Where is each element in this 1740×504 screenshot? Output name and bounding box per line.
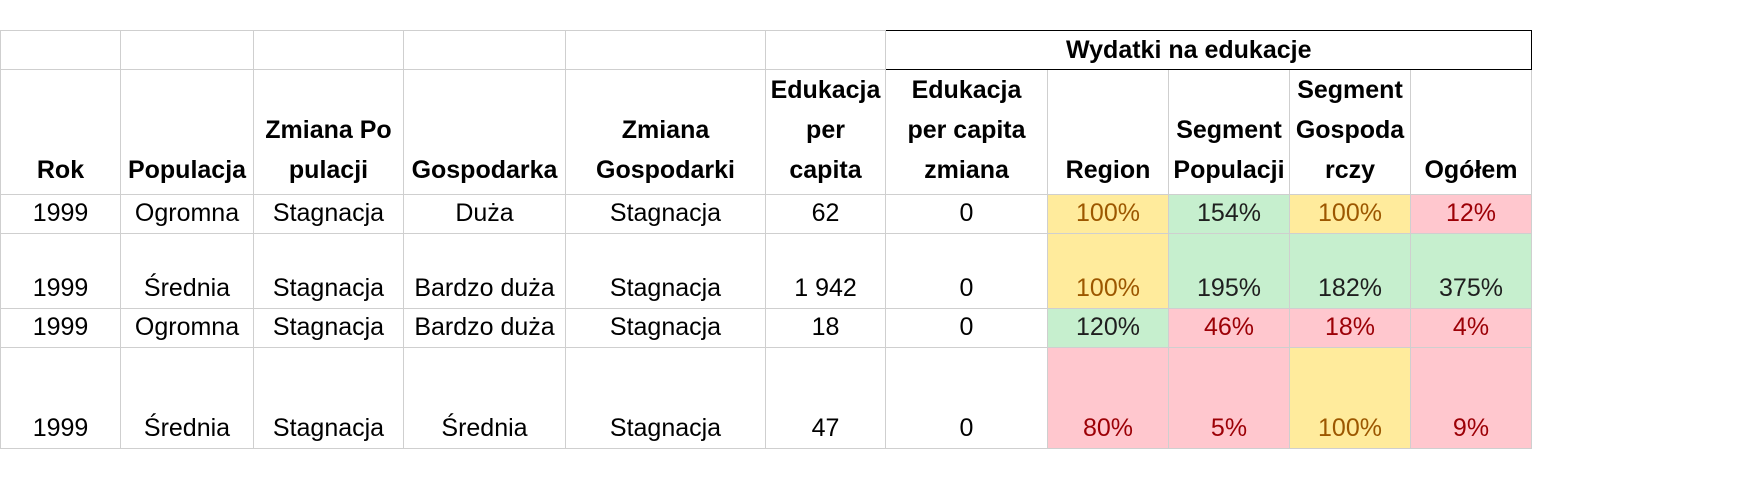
header-segment-gospodarczy[interactable]: Segment Gospodarczy xyxy=(1289,69,1411,195)
table-row: 1999 Ogromna Stagnacja Bardzo duża Stagn… xyxy=(0,308,1532,348)
empty-cell[interactable] xyxy=(403,30,566,70)
cell-segment-populacji[interactable]: 5% xyxy=(1168,347,1290,449)
header-populacja[interactable]: Populacja xyxy=(120,69,254,195)
cell-segment-populacji[interactable]: 154% xyxy=(1168,194,1290,234)
cell-zmiana-gospodarki[interactable]: Stagnacja xyxy=(565,347,766,449)
cell-ogolem[interactable]: 12% xyxy=(1410,194,1532,234)
cell-ogolem[interactable]: 4% xyxy=(1410,308,1532,348)
cell-rok[interactable]: 1999 xyxy=(0,347,121,449)
empty-cell[interactable] xyxy=(120,30,254,70)
cell-segment-populacji[interactable]: 46% xyxy=(1168,308,1290,348)
header-rok[interactable]: Rok xyxy=(0,69,121,195)
empty-cell[interactable] xyxy=(253,30,404,70)
cell-zmiana-populacji[interactable]: Stagnacja xyxy=(253,233,404,309)
table-row: 1999 Średnia Stagnacja Bardzo duża Stagn… xyxy=(0,233,1532,309)
header-segment-gospodarczy-label: Segment Gospodarczy xyxy=(1295,76,1405,184)
cell-gospodarka[interactable]: Średnia xyxy=(403,347,566,449)
cell-ogolem[interactable]: 9% xyxy=(1410,347,1532,449)
cell-edukacja-zmiana[interactable]: 0 xyxy=(885,194,1048,234)
group-header-row: Wydatki na edukacje xyxy=(0,30,1532,70)
cell-populacja[interactable]: Ogromna xyxy=(120,194,254,234)
cell-edukacja-per-capita[interactable]: 62 xyxy=(765,194,886,234)
cell-zmiana-populacji[interactable]: Stagnacja xyxy=(253,347,404,449)
header-ogolem[interactable]: Ogółem xyxy=(1410,69,1532,195)
cell-edukacja-zmiana[interactable]: 0 xyxy=(885,233,1048,309)
cell-edukacja-zmiana[interactable]: 0 xyxy=(885,308,1048,348)
header-zmiana-gospodarki-label: Zmiana Gospodarki xyxy=(596,116,735,184)
cell-edukacja-zmiana[interactable]: 0 xyxy=(885,347,1048,449)
cell-zmiana-gospodarki[interactable]: Stagnacja xyxy=(565,194,766,234)
header-segment-populacji-label: Segment Populacji xyxy=(1173,116,1285,184)
cell-rok[interactable]: 1999 xyxy=(0,308,121,348)
cell-segment-gospodarczy[interactable]: 182% xyxy=(1289,233,1411,309)
header-segment-populacji[interactable]: Segment Populacji xyxy=(1168,69,1290,195)
header-zmiana-populacji-label: Zmiana Populacji xyxy=(265,116,392,184)
cell-rok[interactable]: 1999 xyxy=(0,194,121,234)
cell-segment-gospodarczy[interactable]: 18% xyxy=(1289,308,1411,348)
cell-zmiana-populacji[interactable]: Stagnacja xyxy=(253,308,404,348)
header-edukacja-per-capita[interactable]: Edukacja per capita xyxy=(765,69,886,195)
cell-segment-gospodarczy[interactable]: 100% xyxy=(1289,347,1411,449)
column-header-row: Rok Populacja Zmiana Populacji Gospodark… xyxy=(0,69,1532,195)
education-spending-table: Wydatki na edukacje Rok Populacja Zmiana… xyxy=(0,30,1532,449)
cell-region[interactable]: 100% xyxy=(1047,233,1169,309)
empty-cell[interactable] xyxy=(565,30,766,70)
cell-zmiana-gospodarki[interactable]: Stagnacja xyxy=(565,308,766,348)
cell-populacja[interactable]: Średnia xyxy=(120,233,254,309)
group-title-cell[interactable]: Wydatki na edukacje xyxy=(885,30,1532,70)
cell-segment-gospodarczy[interactable]: 100% xyxy=(1289,194,1411,234)
empty-cell[interactable] xyxy=(0,30,121,70)
cell-populacja[interactable]: Średnia xyxy=(120,347,254,449)
cell-rok[interactable]: 1999 xyxy=(0,233,121,309)
cell-populacja[interactable]: Ogromna xyxy=(120,308,254,348)
cell-gospodarka[interactable]: Bardzo duża xyxy=(403,233,566,309)
cell-gospodarka[interactable]: Bardzo duża xyxy=(403,308,566,348)
table-row: 1999 Średnia Stagnacja Średnia Stagnacja… xyxy=(0,347,1532,449)
header-edukacja-per-capita-label: Edukacja per capita xyxy=(770,76,881,184)
cell-ogolem[interactable]: 375% xyxy=(1410,233,1532,309)
cell-edukacja-per-capita[interactable]: 47 xyxy=(765,347,886,449)
header-gospodarka[interactable]: Gospodarka xyxy=(403,69,566,195)
header-edukacja-per-capita-zmiana[interactable]: Edukacja per capita zmiana xyxy=(885,69,1048,195)
cell-segment-populacji[interactable]: 195% xyxy=(1168,233,1290,309)
cell-region[interactable]: 80% xyxy=(1047,347,1169,449)
header-zmiana-populacji[interactable]: Zmiana Populacji xyxy=(253,69,404,195)
cell-region[interactable]: 120% xyxy=(1047,308,1169,348)
header-zmiana-gospodarki[interactable]: Zmiana Gospodarki xyxy=(565,69,766,195)
cell-edukacja-per-capita[interactable]: 1 942 xyxy=(765,233,886,309)
cell-zmiana-populacji[interactable]: Stagnacja xyxy=(253,194,404,234)
cell-edukacja-per-capita[interactable]: 18 xyxy=(765,308,886,348)
table-row: 1999 Ogromna Stagnacja Duża Stagnacja 62… xyxy=(0,194,1532,234)
spreadsheet: Wydatki na edukacje Rok Populacja Zmiana… xyxy=(0,30,1532,449)
header-edukacja-per-capita-zmiana-label: Edukacja per capita zmiana xyxy=(907,76,1026,184)
cell-zmiana-gospodarki[interactable]: Stagnacja xyxy=(565,233,766,309)
empty-cell[interactable] xyxy=(765,30,886,70)
cell-gospodarka[interactable]: Duża xyxy=(403,194,566,234)
header-region[interactable]: Region xyxy=(1047,69,1169,195)
cell-region[interactable]: 100% xyxy=(1047,194,1169,234)
